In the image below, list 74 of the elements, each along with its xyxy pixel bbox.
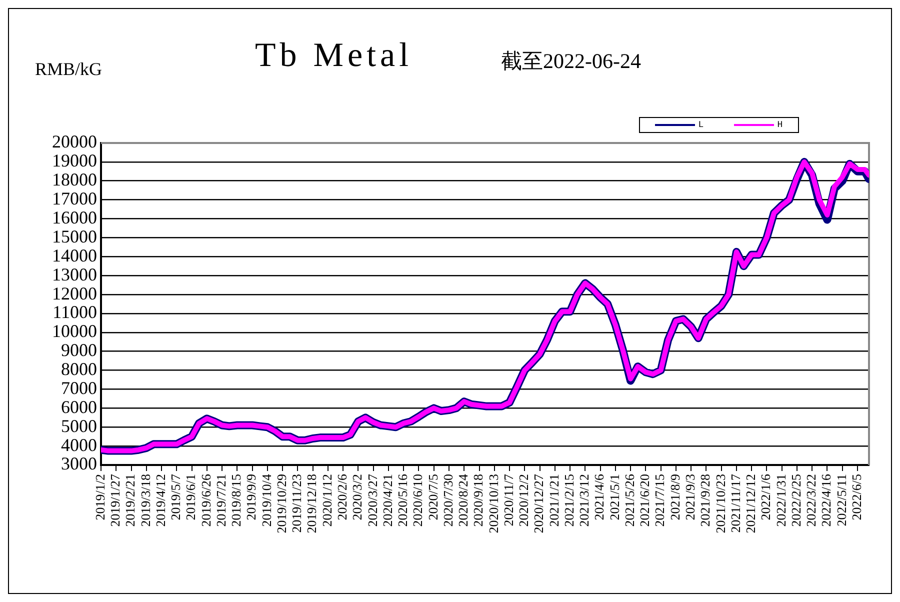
y-tick-label: 3000 [61,454,97,474]
x-tick-label: 2021/9/3 [682,474,698,520]
x-tick-label: 2019/9/9 [244,474,259,520]
x-tick-label: 2021/9/28 [698,474,713,527]
y-tick-label: 12000 [52,283,97,304]
y-tick-label: 4000 [61,434,97,455]
x-tick-label: 2021/6/20 [637,474,652,527]
x-tick-label: 2020/10/13 [486,474,501,534]
x-tick-label: 2019/1/27 [108,474,123,527]
y-tick-label: 5000 [61,416,97,436]
x-tick-label: 2019/8/15 [228,474,244,527]
x-tick-label: 2021/4/6 [592,474,607,520]
x-tick-label: 2020/7/30 [440,474,456,527]
x-tick-label: 2019/6/1 [183,474,198,520]
y-tick-label: 6000 [61,396,97,417]
x-tick-label: 2020/1/12 [319,474,334,527]
x-tick-label: 2020/2/6 [334,474,350,520]
x-tick-label: 2021/8/9 [667,474,682,520]
y-tick-label: 18000 [52,170,97,190]
x-tick-label: 2020/12/2 [516,474,532,527]
x-tick-label: 2019/3/18 [138,474,153,527]
x-tick-label: 2020/6/10 [410,474,426,527]
x-tick-label: 2020/12/27 [531,474,546,534]
y-tick-label: 15000 [52,226,97,246]
x-tick-label: 2021/5/1 [606,474,622,520]
x-tick-label: 2019/11/23 [289,474,304,533]
x-tick-label: 2019/7/21 [213,474,228,527]
x-tick-label: 2019/12/18 [304,474,320,534]
y-tick-label: 16000 [52,208,97,228]
y-tick-label: 14000 [52,245,97,266]
x-tick-label: 2022/1/31 [773,474,788,527]
x-tick-label: 2020/8/24 [456,474,471,527]
y-tick-label: 20000 [52,132,97,152]
x-tick-label: 2020/9/18 [470,474,486,527]
x-tick-label: 2021/7/15 [652,474,668,527]
y-tick-label: 9000 [61,340,97,360]
y-tick-label: 11000 [52,302,97,322]
x-tick-label: 2021/1/21 [546,474,562,527]
x-tick-label: 2019/4/12 [152,474,168,527]
x-tick-label: 2019/6/26 [198,474,214,527]
x-tick-label: 2020/4/21 [380,474,395,527]
y-tick-label: 10000 [52,321,97,342]
x-tick-label: 2022/1/6 [758,474,774,520]
y-tick-label: 17000 [52,188,97,209]
y-tick-label: 13000 [52,264,97,284]
x-tick-label: 2020/3/27 [364,474,380,527]
chart-subtitle: 截至2022-06-24 [501,48,641,75]
legend-label: L [698,120,704,130]
x-tick-label: 2021/5/26 [622,474,637,527]
x-tick-label: 2022/4/16 [818,474,834,527]
y-tick-label: 7000 [61,378,97,398]
x-tick-label: 2022/5/11 [834,474,849,526]
x-tick-label: 2021/2/15 [561,474,576,527]
x-tick-label: 2022/3/22 [804,474,819,527]
y-tick-label: 8000 [61,359,97,380]
x-tick-label: 2020/3/2 [350,474,365,520]
x-tick-label: 2021/10/23 [712,474,728,534]
x-tick-label: 2019/1/2 [92,474,108,520]
x-tick-label: 2020/7/5 [425,474,440,520]
x-tick-label: 2019/5/7 [168,474,184,520]
y-tick-label: 19000 [52,150,97,171]
x-tick-label: 2020/5/16 [395,474,410,527]
x-tick-label: 2019/10/29 [274,474,289,534]
legend-label: H [777,120,783,130]
x-tick-label: 2021/11/17 [728,474,743,533]
x-tick-label: 2021/12/12 [743,474,758,534]
x-tick-label: 2022/2/25 [788,474,804,527]
y-axis-title: RMB/kG [35,59,102,80]
x-tick-label: 2022/6/5 [848,474,864,520]
x-tick-label: 2019/10/4 [258,474,274,527]
chart-title: Tb Metal [255,37,413,75]
x-tick-label: 2020/11/7 [500,474,516,526]
x-tick-label: 2019/2/21 [122,474,138,527]
x-tick-label: 2021/3/12 [576,474,592,527]
